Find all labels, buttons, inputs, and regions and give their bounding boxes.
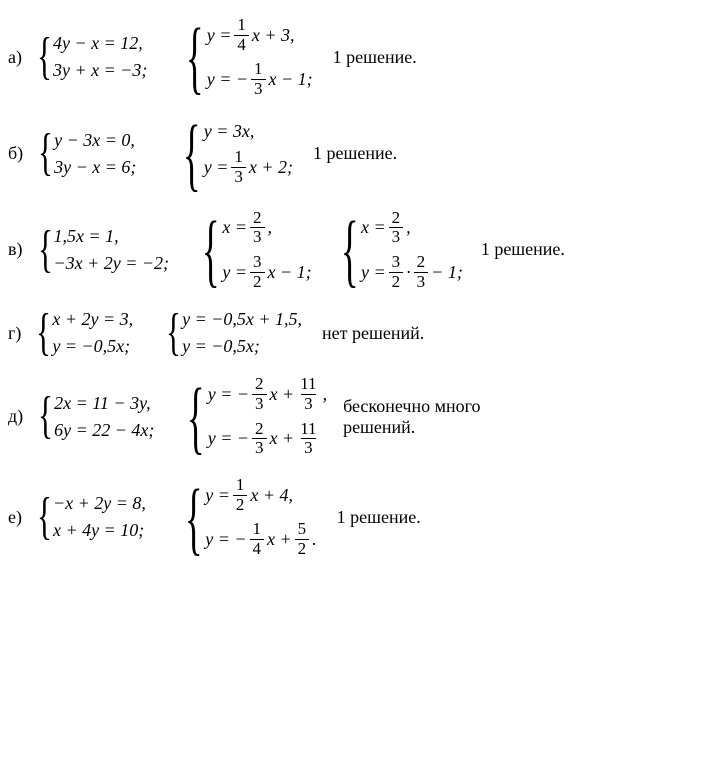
brace-icon: { bbox=[183, 117, 201, 191]
eqn: x = 23 , bbox=[222, 209, 311, 247]
brace-icon: { bbox=[38, 130, 53, 178]
brace-icon: { bbox=[185, 476, 203, 559]
eqn: 2x = 11 − 3y, bbox=[54, 393, 154, 414]
problem-b: б) { y − 3x = 0, 3y − x = 6; { y = 3x, y… bbox=[8, 117, 701, 191]
label-v: в) bbox=[8, 239, 23, 260]
problem-g: г) { x + 2y = 3, y = −0,5x; { y = −0,5x … bbox=[8, 309, 701, 357]
system-d-2: { y = − 23 x + 113 , y = − 23 x + 113 bbox=[176, 375, 327, 458]
brace-icon: { bbox=[340, 209, 358, 292]
problem-a: а) { 4y − x = 12, 3y + x = −3; { y = 14 … bbox=[8, 16, 701, 99]
label-a: а) bbox=[8, 47, 22, 68]
brace-icon: { bbox=[38, 393, 53, 441]
system-g-1: { x + 2y = 3, y = −0,5x; bbox=[31, 309, 133, 357]
system-a-1: { 4y − x = 12, 3y + x = −3; bbox=[32, 33, 147, 81]
eqn: y = −0,5x; bbox=[182, 336, 302, 357]
eqn: y = 14 x + 3, bbox=[207, 16, 313, 54]
system-a-2: { y = 14 x + 3, y = − 13 x − 1; bbox=[175, 16, 312, 99]
eqn: x + 4y = 10; bbox=[53, 520, 146, 541]
eqn: y = − 23 x + 113 bbox=[208, 420, 327, 458]
eqn: 1,5x = 1, bbox=[53, 226, 169, 247]
brace-icon: { bbox=[187, 375, 205, 458]
label-g: г) bbox=[8, 323, 21, 344]
problem-e: е) { −x + 2y = 8, x + 4y = 10; { y = 12 … bbox=[8, 476, 701, 559]
eqn: y = 32 · 23 − 1; bbox=[361, 253, 463, 291]
eqn: y = 32 x − 1; bbox=[222, 253, 311, 291]
system-v-1: { 1,5x = 1, −3x + 2y = −2; bbox=[33, 226, 170, 274]
system-b-1: { y − 3x = 0, 3y − x = 6; bbox=[33, 130, 136, 178]
eqn: 4y − x = 12, bbox=[53, 33, 147, 54]
brace-icon: { bbox=[186, 16, 204, 99]
eqn: y = −0,5x; bbox=[52, 336, 133, 357]
system-b-2: { y = 3x, y = 13 x + 2; bbox=[172, 117, 293, 191]
label-d: д) bbox=[8, 406, 23, 427]
system-e-1: { −x + 2y = 8, x + 4y = 10; bbox=[32, 493, 146, 541]
brace-icon: { bbox=[37, 493, 52, 541]
label-e: е) bbox=[8, 507, 22, 528]
system-d-1: { 2x = 11 − 3y, 6y = 22 − 4x; bbox=[33, 393, 154, 441]
answer-g: нет решений. bbox=[322, 323, 424, 344]
system-v-2: { x = 23 , y = 32 x − 1; bbox=[191, 209, 312, 292]
eqn: y = − 13 x − 1; bbox=[207, 60, 313, 98]
answer-e: 1 решение. bbox=[337, 507, 421, 528]
answer-v: 1 решение. bbox=[481, 239, 565, 260]
eqn: 6y = 22 − 4x; bbox=[54, 420, 154, 441]
answer-d: бесконечно много решений. bbox=[343, 396, 481, 438]
eqn: y − 3x = 0, bbox=[54, 130, 136, 151]
answer-a: 1 решение. bbox=[333, 47, 417, 68]
brace-icon: { bbox=[37, 33, 52, 81]
eqn: y = − 23 x + 113 , bbox=[208, 375, 327, 413]
problem-v: в) { 1,5x = 1, −3x + 2y = −2; { x = 23 ,… bbox=[8, 209, 701, 292]
eqn: x = 23 , bbox=[361, 209, 463, 247]
brace-icon: { bbox=[202, 209, 220, 292]
eqn: 3y + x = −3; bbox=[53, 60, 147, 81]
eqn: −x + 2y = 8, bbox=[53, 493, 146, 514]
brace-icon: { bbox=[37, 226, 52, 274]
eqn: −3x + 2y = −2; bbox=[53, 253, 169, 274]
brace-icon: { bbox=[166, 309, 181, 357]
eqn: y = 12 x + 4, bbox=[205, 476, 316, 514]
label-b: б) bbox=[8, 143, 23, 164]
eqn: y = 3x, bbox=[204, 121, 293, 142]
answer-b: 1 решение. bbox=[313, 143, 397, 164]
eqn: x + 2y = 3, bbox=[52, 309, 133, 330]
eqn: 3y − x = 6; bbox=[54, 157, 136, 178]
eqn: y = −0,5x + 1,5, bbox=[182, 309, 302, 330]
brace-icon: { bbox=[36, 309, 51, 357]
eqn: y = 13 x + 2; bbox=[204, 148, 293, 186]
system-g-2: { y = −0,5x + 1,5, y = −0,5x; bbox=[161, 309, 302, 357]
problem-d: д) { 2x = 11 − 3y, 6y = 22 − 4x; { y = −… bbox=[8, 375, 701, 458]
system-v-3: { x = 23 , y = 32 · 23 − 1; bbox=[330, 209, 463, 292]
eqn: y = − 14 x + 52 . bbox=[205, 520, 316, 558]
system-e-2: { y = 12 x + 4, y = − 14 x + 52 . bbox=[174, 476, 317, 559]
